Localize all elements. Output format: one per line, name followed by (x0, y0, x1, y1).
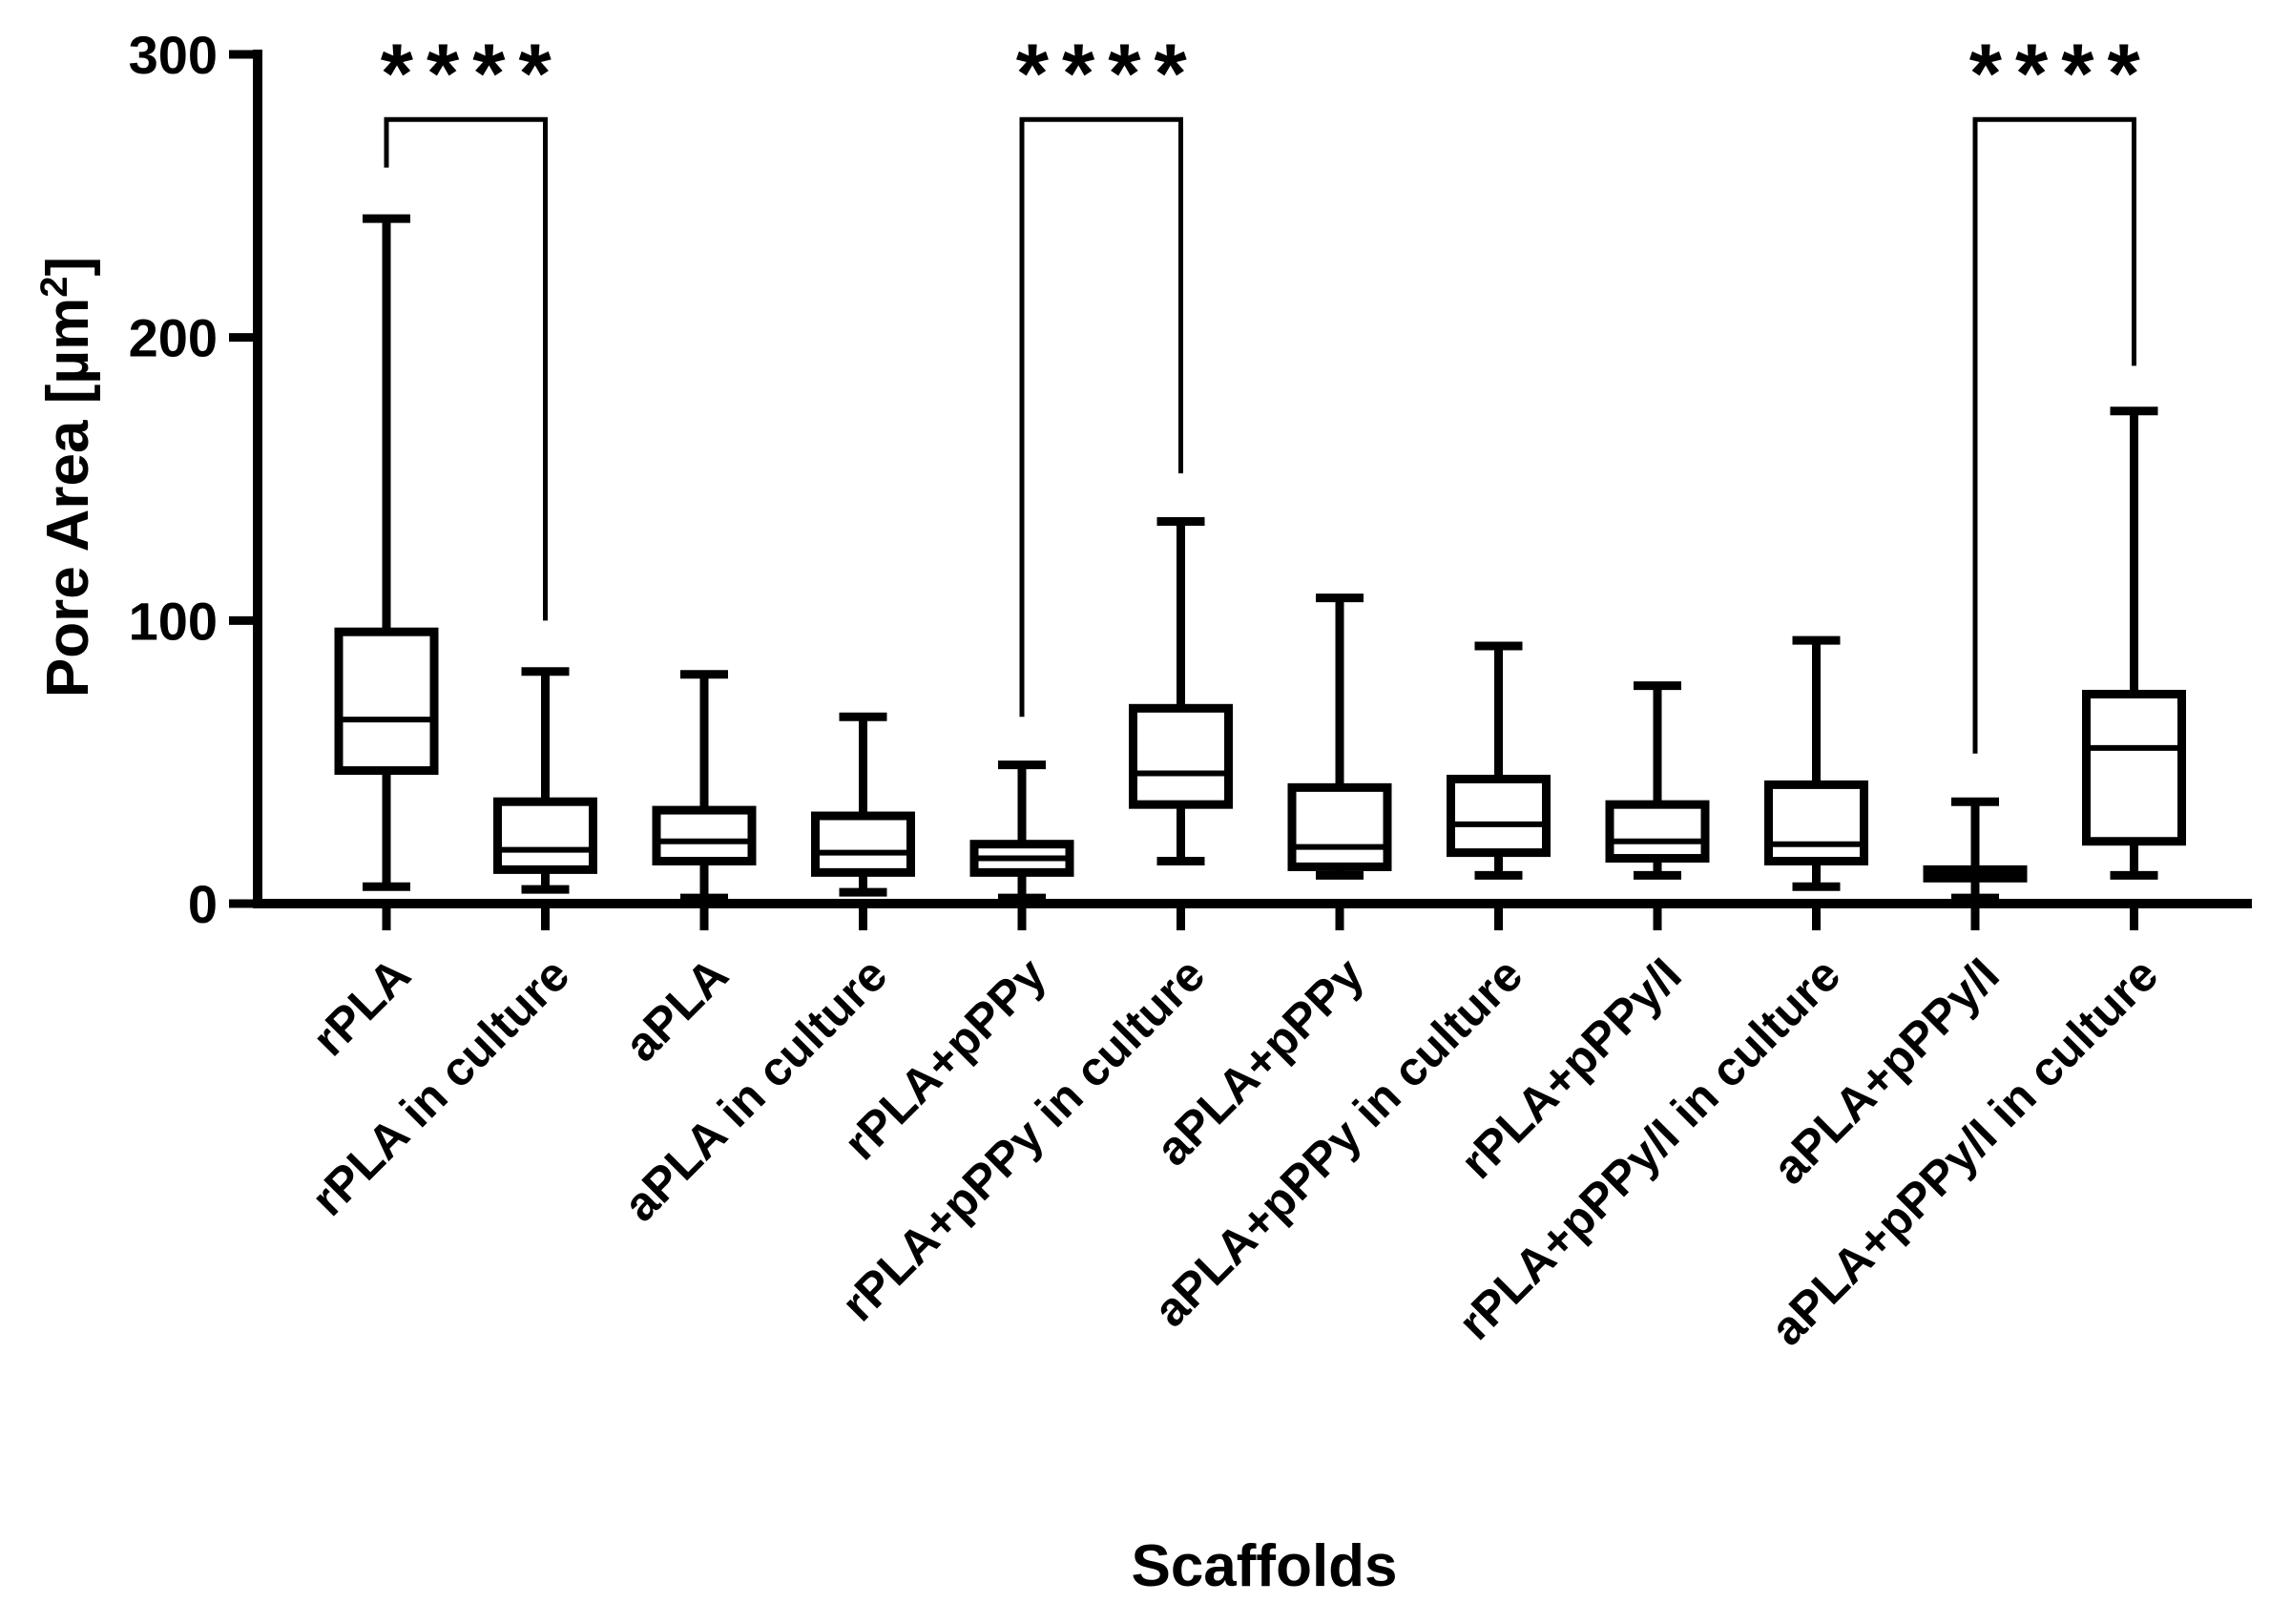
iqr-box (334, 627, 439, 776)
box-series (334, 214, 2186, 903)
y-axis-title-close: ] (35, 257, 101, 277)
y-axis: 0 100 200 300 (129, 25, 262, 934)
iqr-box (1764, 780, 1868, 866)
significance-annotations: **** **** **** (381, 26, 2154, 754)
box-11 (1923, 797, 2028, 903)
y-tick-label: 100 (129, 591, 218, 651)
box-9 (1605, 681, 1710, 880)
box-12 (2082, 406, 2186, 880)
y-axis-title-superscript: 2 (33, 277, 75, 298)
box-4 (811, 712, 915, 897)
y-tick-label: 0 (188, 874, 218, 934)
box-3 (652, 670, 757, 903)
box-10 (1764, 635, 1868, 891)
iqr-box (2082, 689, 2186, 846)
box-2 (493, 667, 597, 894)
iqr-box (811, 811, 915, 877)
y-tick-label: 300 (129, 25, 218, 85)
significance-3: **** (1969, 26, 2154, 754)
significance-2: **** (1016, 26, 1200, 718)
iqr-box (652, 805, 757, 865)
box-5 (969, 760, 1074, 903)
iqr-box (1605, 800, 1710, 864)
significance-label: **** (1969, 26, 2154, 120)
significance-bracket (1019, 116, 1183, 718)
iqr-box (1447, 774, 1551, 858)
significance-1: **** (381, 26, 565, 621)
x-tick-label: aPLA (614, 947, 739, 1072)
significance-bracket (1972, 116, 2136, 754)
y-axis-title: Pore Area [µm2] (33, 257, 101, 697)
box-8 (1447, 641, 1551, 880)
x-axis-title: Scaffolds (1131, 1533, 1397, 1599)
box-1 (334, 214, 439, 891)
significance-label: **** (381, 26, 565, 120)
iqr-box (1129, 703, 1233, 809)
x-tick-label: rPLA (302, 947, 421, 1066)
y-tick-label: 200 (129, 308, 218, 368)
iqr-box (1287, 782, 1392, 871)
iqr-box (493, 797, 597, 874)
significance-label: **** (1016, 26, 1200, 120)
box-7 (1287, 593, 1392, 880)
x-tick-label: aPLA in culture (614, 947, 898, 1232)
significance-bracket (384, 116, 548, 621)
box-6 (1129, 517, 1233, 865)
